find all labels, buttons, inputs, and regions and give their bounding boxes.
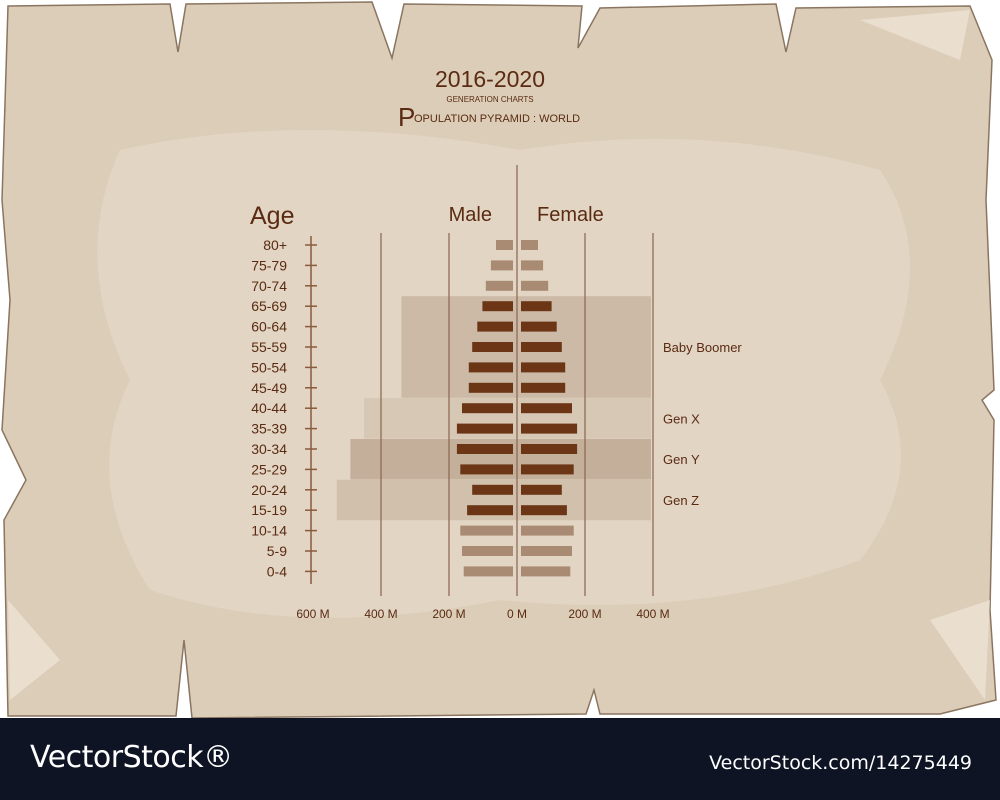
female-bar-35-39 [521,423,578,434]
age-label: 10-14 [251,523,287,539]
male-bar-30-34 [456,444,513,454]
age-label: 70-74 [251,278,287,294]
male-bar-50-54 [468,362,513,373]
male-bar-60-64 [477,321,513,332]
male-bar-5-9 [462,546,513,556]
female-bar-75-79 [521,260,544,271]
female-bar-60-64 [521,321,557,332]
watermark-logo: VectorStock® [30,740,233,775]
female-bar-80+ [521,240,538,250]
female-bar-55-59 [521,342,562,352]
age-axis-title: Age [250,202,294,230]
female-bar-70-74 [521,280,549,291]
age-label: 25-29 [251,461,287,477]
female-bar-15-19 [521,505,567,516]
generation-label: Gen X [663,411,700,426]
male-bar-40-44 [462,403,513,414]
watermark-url: VectorStock.com/14275449 [709,752,972,774]
age-label: 0-4 [267,563,287,579]
male-label: Male [449,204,492,226]
year-range-title: 2016-2020 [435,66,545,92]
age-label: 15-19 [251,502,287,518]
female-bar-30-34 [521,444,578,454]
x-tick-label: 400 M [636,607,669,621]
male-bar-10-14 [460,525,513,536]
age-label: 65-69 [251,298,287,314]
male-bar-35-39 [456,423,513,434]
female-bar-5-9 [521,546,572,556]
age-label: 50-54 [251,359,287,375]
male-bar-65-69 [482,301,513,312]
chart-title: OPULATION PYRAMID : WORLD [414,113,580,125]
male-bar-20-24 [472,484,513,495]
x-tick-label: 600 M [296,607,329,621]
male-bar-70-74 [485,280,513,291]
watermark-bar [0,718,1000,800]
age-label: 30-34 [251,441,287,457]
age-label: 40-44 [251,400,287,416]
male-bar-15-19 [467,505,513,516]
age-label: 55-59 [251,339,287,355]
generation-label: Gen Y [663,452,700,467]
female-bar-0-4 [521,566,571,577]
female-bar-40-44 [521,403,572,414]
male-bar-55-59 [472,342,513,352]
generation-label: Baby Boomer [663,340,742,355]
age-label: 35-39 [251,421,287,437]
x-tick-label: 200 M [432,607,465,621]
male-bar-80+ [496,240,513,250]
subtitle: GENERATION CHARTS [446,95,533,104]
age-label: 80+ [263,237,287,253]
male-bar-45-49 [468,382,513,393]
age-label: 45-49 [251,380,287,396]
female-label: Female [537,204,604,226]
male-bar-0-4 [463,566,513,577]
female-bar-65-69 [521,301,552,312]
age-label: 5-9 [267,543,287,559]
female-bar-25-29 [521,464,574,475]
age-label: 60-64 [251,319,287,335]
age-label: 20-24 [251,482,287,498]
age-label: 75-79 [251,257,287,273]
x-tick-label: 0 M [507,607,527,621]
female-bar-45-49 [521,382,566,393]
female-bar-20-24 [521,484,562,495]
generation-label: Gen Z [663,493,699,508]
female-bar-50-54 [521,362,566,373]
male-bar-25-29 [460,464,513,475]
x-tick-label: 200 M [568,607,601,621]
x-tick-label: 400 M [364,607,397,621]
female-bar-10-14 [521,525,574,536]
title-initial: P [398,102,415,132]
male-bar-75-79 [490,260,513,271]
